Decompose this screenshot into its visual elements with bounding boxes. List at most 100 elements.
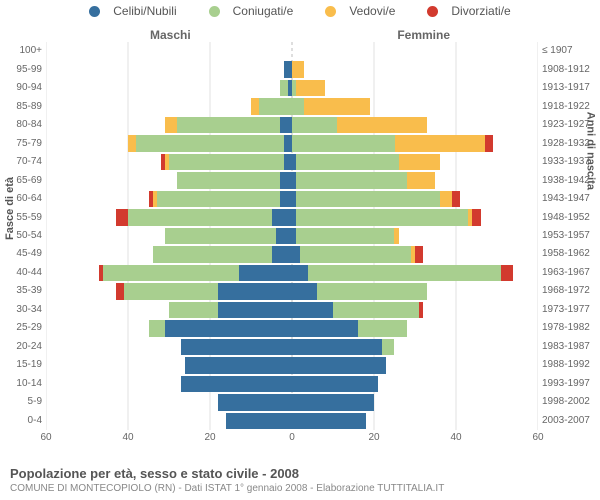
age-row: 95-991908-1912 xyxy=(46,60,538,78)
x-tick-label: 20 xyxy=(368,432,379,443)
bar-segment xyxy=(296,191,440,207)
age-label: 95-99 xyxy=(4,65,42,75)
legend-item: Celibi/Nubili xyxy=(81,4,184,18)
legend-item: Divorziati/e xyxy=(419,4,518,18)
bar-male xyxy=(46,98,292,114)
bar-segment xyxy=(415,246,423,262)
age-label: 60-64 xyxy=(4,194,42,204)
age-label: 25-29 xyxy=(4,323,42,333)
plot-area: 100+≤ 190795-991908-191290-941913-191785… xyxy=(46,42,538,430)
bar-female xyxy=(292,339,538,355)
bar-segment xyxy=(292,117,337,133)
bar-segment xyxy=(333,302,419,318)
bar-segment xyxy=(292,376,378,392)
bar-male xyxy=(46,376,292,392)
bar-male xyxy=(46,135,292,151)
bar-segment xyxy=(317,283,428,299)
age-label: 100+ xyxy=(4,46,42,56)
bar-male xyxy=(46,209,292,225)
bar-segment xyxy=(292,283,317,299)
x-tick-label: 60 xyxy=(40,432,51,443)
bar-segment xyxy=(116,283,124,299)
legend-item: Coniugati/e xyxy=(201,4,302,18)
bar-male xyxy=(46,61,292,77)
bar-segment xyxy=(272,209,293,225)
age-label: 50-54 xyxy=(4,231,42,241)
birth-year-label: 1943-1947 xyxy=(542,194,596,204)
bar-female xyxy=(292,265,538,281)
bar-male xyxy=(46,228,292,244)
bar-segment xyxy=(103,265,238,281)
bar-male xyxy=(46,302,292,318)
bar-segment xyxy=(280,117,292,133)
bar-segment xyxy=(292,394,374,410)
bar-segment xyxy=(218,283,292,299)
bar-male xyxy=(46,394,292,410)
bar-segment xyxy=(308,265,501,281)
bar-segment xyxy=(165,320,292,336)
age-row: 75-791928-1932 xyxy=(46,134,538,152)
bar-female xyxy=(292,394,538,410)
bar-segment xyxy=(394,228,398,244)
birth-year-label: 1968-1972 xyxy=(542,286,596,296)
chart-title: Popolazione per età, sesso e stato civil… xyxy=(10,466,590,481)
age-row: 25-291978-1982 xyxy=(46,319,538,337)
birth-year-label: 1918-1922 xyxy=(542,102,596,112)
bar-segment xyxy=(292,357,386,373)
bar-male xyxy=(46,172,292,188)
age-row: 80-841923-1927 xyxy=(46,116,538,134)
bar-segment xyxy=(280,191,292,207)
bar-segment xyxy=(440,191,452,207)
bar-segment xyxy=(226,413,292,429)
footer: Popolazione per età, sesso e stato civil… xyxy=(10,466,590,494)
bar-female xyxy=(292,413,538,429)
legend-swatch xyxy=(325,6,336,17)
bar-male xyxy=(46,320,292,336)
bar-female xyxy=(292,376,538,392)
bar-segment xyxy=(407,172,436,188)
age-label: 15-19 xyxy=(4,360,42,370)
bar-segment xyxy=(149,320,165,336)
bar-female xyxy=(292,172,538,188)
bar-segment xyxy=(272,246,293,262)
bar-male xyxy=(46,413,292,429)
bar-segment xyxy=(399,154,440,170)
age-row: 60-641943-1947 xyxy=(46,190,538,208)
birth-year-label: 1913-1917 xyxy=(542,83,596,93)
age-row: 5-91998-2002 xyxy=(46,393,538,411)
birth-year-label: 1953-1957 xyxy=(542,231,596,241)
age-label: 80-84 xyxy=(4,120,42,130)
bar-segment xyxy=(276,228,292,244)
bar-segment xyxy=(284,61,292,77)
bar-segment xyxy=(185,357,292,373)
birth-year-label: 1973-1977 xyxy=(542,305,596,315)
bar-male xyxy=(46,117,292,133)
bar-female xyxy=(292,117,538,133)
bar-segment xyxy=(169,154,284,170)
legend: Celibi/NubiliConiugati/eVedovi/eDivorzia… xyxy=(0,4,600,20)
bar-segment xyxy=(153,246,272,262)
bar-segment xyxy=(292,135,395,151)
age-row: 85-891918-1922 xyxy=(46,97,538,115)
age-row: 90-941913-1917 xyxy=(46,79,538,97)
bar-segment xyxy=(177,172,280,188)
bar-female xyxy=(292,246,538,262)
x-tick-label: 60 xyxy=(532,432,543,443)
age-label: 5-9 xyxy=(4,397,42,407)
bar-segment xyxy=(259,98,292,114)
bar-male xyxy=(46,283,292,299)
bar-segment xyxy=(292,265,308,281)
age-row: 45-491958-1962 xyxy=(46,245,538,263)
legend-label: Divorziati/e xyxy=(451,4,510,18)
bar-male xyxy=(46,80,292,96)
age-row: 0-42003-2007 xyxy=(46,412,538,430)
bar-female xyxy=(292,320,538,336)
age-label: 55-59 xyxy=(4,213,42,223)
bar-segment xyxy=(116,209,128,225)
bar-segment xyxy=(239,265,292,281)
bar-segment xyxy=(284,135,292,151)
bar-segment xyxy=(181,339,292,355)
bar-segment xyxy=(280,172,292,188)
age-label: 45-49 xyxy=(4,249,42,259)
bar-segment xyxy=(296,80,325,96)
